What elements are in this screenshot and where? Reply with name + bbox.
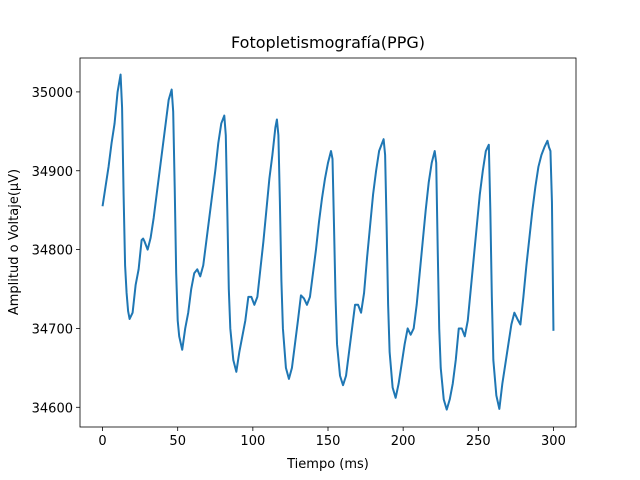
y-tick-label: 34700 bbox=[32, 322, 73, 337]
plot-frame bbox=[79, 57, 577, 428]
chart-title: Fotopletismografía(PPG) bbox=[231, 33, 425, 52]
y-axis-label: Amplitud o Voltaje(µV) bbox=[7, 169, 22, 315]
x-tick-label: 50 bbox=[169, 434, 186, 449]
y-tick-label: 34900 bbox=[32, 165, 73, 180]
x-tick-label: 200 bbox=[391, 434, 416, 449]
x-tick-label: 150 bbox=[316, 434, 341, 449]
y-tick-label: 34800 bbox=[32, 244, 73, 259]
x-tick-label: 0 bbox=[98, 434, 106, 449]
x-axis-label: Tiempo (ms) bbox=[286, 457, 369, 472]
data-line bbox=[101, 73, 555, 411]
y-tick-label: 34600 bbox=[32, 401, 73, 416]
x-tick-label: 100 bbox=[240, 434, 265, 449]
x-tick-label: 300 bbox=[541, 434, 566, 449]
x-tick-label: 250 bbox=[466, 434, 491, 449]
y-tick-label: 35000 bbox=[32, 86, 73, 101]
